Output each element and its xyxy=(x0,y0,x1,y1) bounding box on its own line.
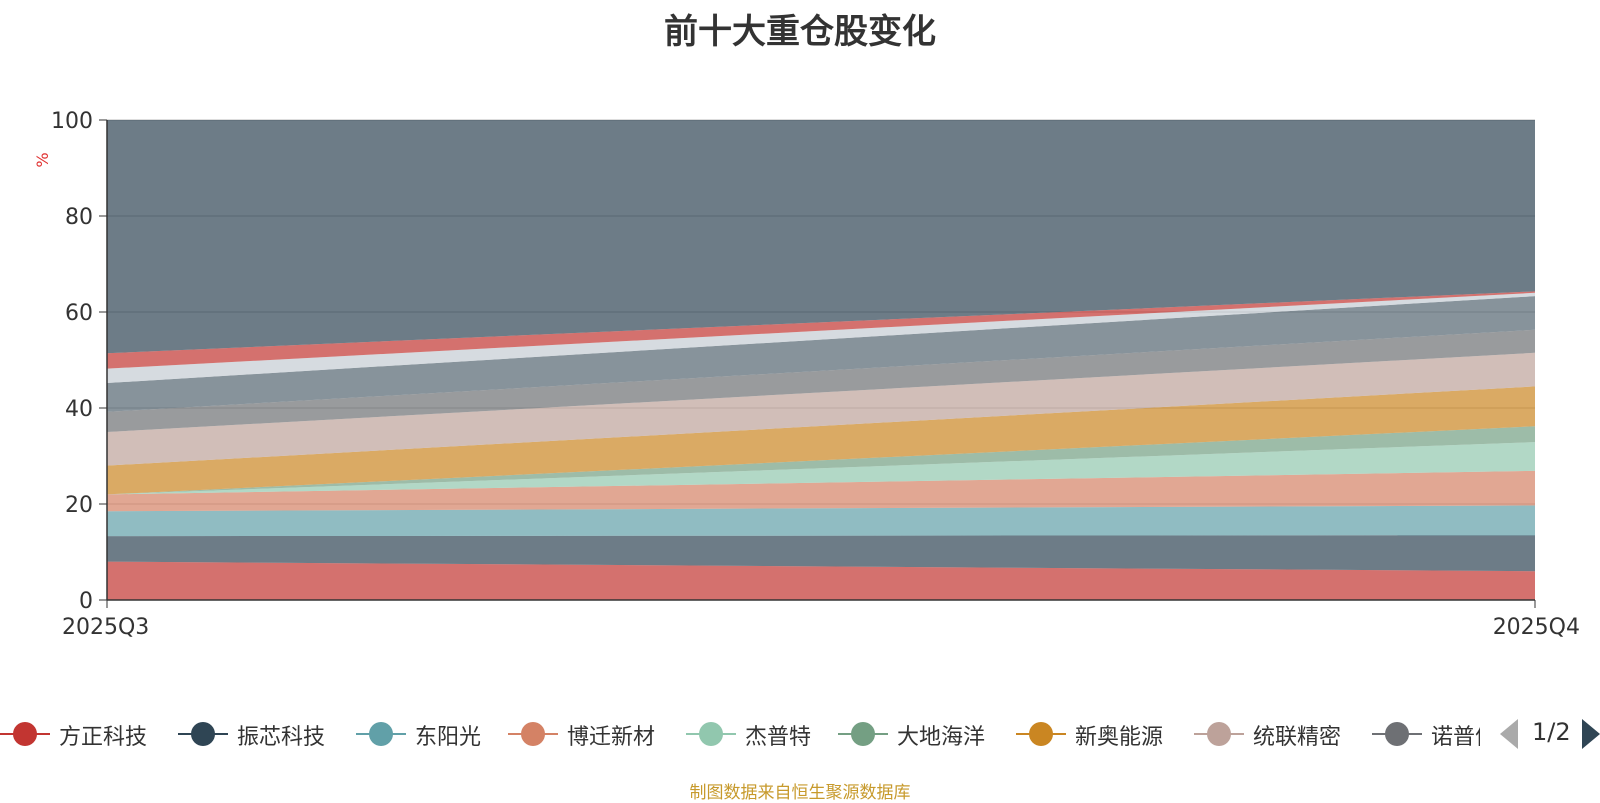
area-series-大地海洋 xyxy=(107,426,1535,495)
legend-item[interactable]: 杰普特 xyxy=(686,712,856,756)
area-series-series-11 xyxy=(107,292,1535,384)
legend-pager: 1/2 xyxy=(1500,716,1600,752)
area-series-博迁新材 xyxy=(107,470,1535,512)
legend-dot-icon xyxy=(851,722,875,746)
y-tick-label: 60 xyxy=(65,301,93,326)
legend-item[interactable]: 方正科技 xyxy=(0,712,170,756)
y-tick-label: 40 xyxy=(65,397,93,422)
legend-label: 方正科技 xyxy=(59,725,148,750)
legend-item[interactable]: 博迁新材 xyxy=(508,712,678,756)
area-series-series-12 xyxy=(107,291,1535,369)
legend-label: 振芯科技 xyxy=(237,725,326,750)
legend-dot-icon xyxy=(699,722,723,746)
legend-label: 诺普信 xyxy=(1431,725,1480,750)
area-series-新奥能源 xyxy=(107,386,1535,495)
area-series-振芯科技 xyxy=(107,535,1535,572)
legend-dot-icon xyxy=(1207,722,1231,746)
legend-item[interactable]: 振芯科技 xyxy=(178,712,348,756)
y-tick-label: 100 xyxy=(51,109,93,134)
legend-label: 大地海洋 xyxy=(897,725,986,750)
area-series-统联精密 xyxy=(107,352,1535,466)
x-tick-label: 2025Q4 xyxy=(1493,615,1580,640)
legend-dot-icon xyxy=(369,722,393,746)
y-axis-unit: % xyxy=(33,152,52,167)
area-series-series-13 xyxy=(107,120,1535,354)
area-series-方正科技 xyxy=(107,561,1535,600)
legend-dot-icon xyxy=(191,722,215,746)
legend-item[interactable]: 统联精密 xyxy=(1194,712,1364,756)
legend-item[interactable]: 大地海洋 xyxy=(838,712,1008,756)
legend-dot-icon xyxy=(13,722,37,746)
legend-dot-icon xyxy=(521,722,545,746)
legend-prev-page-icon[interactable] xyxy=(1500,719,1518,749)
chart-title: 前十大重仓股变化 xyxy=(664,12,936,52)
legend-label: 杰普特 xyxy=(745,725,812,750)
area-series-series-10 xyxy=(107,296,1535,412)
x-tick-label: 2025Q3 xyxy=(62,615,149,640)
legend-dot-icon xyxy=(1385,722,1409,746)
legend-item[interactable]: 新奥能源 xyxy=(1016,712,1186,756)
legend-label: 东阳光 xyxy=(415,725,482,750)
legend-label: 统联精密 xyxy=(1253,725,1342,750)
y-tick-label: 80 xyxy=(65,205,93,230)
y-tick-label: 0 xyxy=(79,589,93,614)
y-tick-label: 20 xyxy=(65,493,93,518)
area-series-东阳光 xyxy=(107,505,1535,537)
legend-page-indicator: 1/2 xyxy=(1532,718,1571,746)
data-source-note: 制图数据来自恒生聚源数据库 xyxy=(689,783,911,803)
legend: 方正科技 振芯科技 东阳光 博迁新材 杰普特 大地海洋 新奥能源 统联精密 诺普信 xyxy=(0,712,1480,756)
legend-label: 新奥能源 xyxy=(1075,725,1164,750)
area-series-诺普信 xyxy=(107,329,1535,432)
legend-next-page-icon[interactable] xyxy=(1582,719,1600,749)
legend-item[interactable]: 诺普信 xyxy=(1372,712,1480,756)
legend-item[interactable]: 东阳光 xyxy=(356,712,526,756)
legend-label: 博迁新材 xyxy=(567,725,656,750)
legend-dot-icon xyxy=(1029,722,1053,746)
